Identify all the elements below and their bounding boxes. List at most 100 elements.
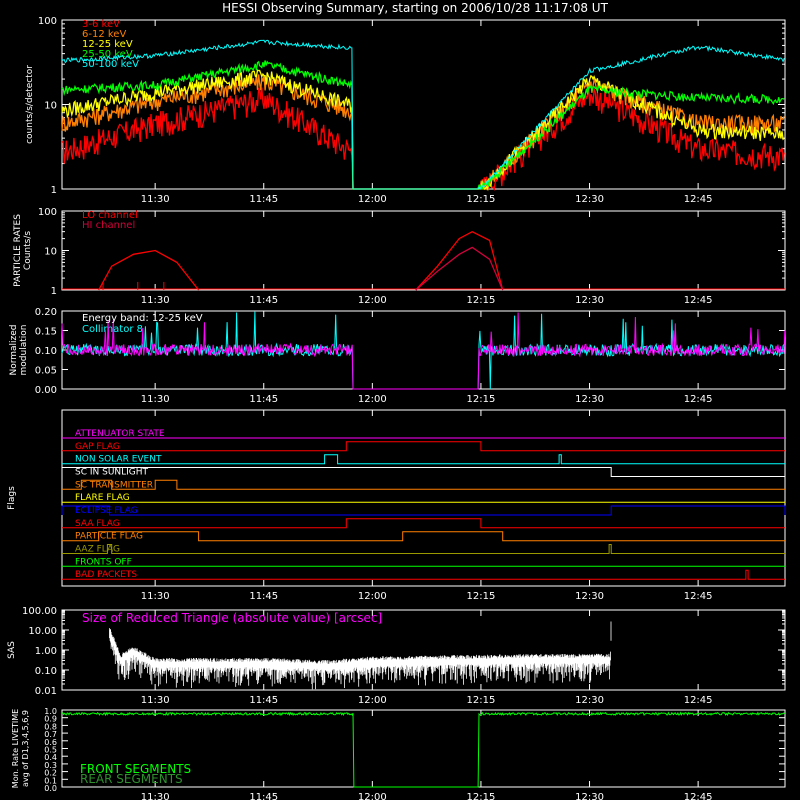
- x-tick-label: 12:30: [575, 591, 604, 602]
- x-tick-label: 12:15: [467, 792, 496, 800]
- x-tick-label: 11:30: [141, 194, 170, 205]
- legend-entry: 12-25 keV: [82, 39, 133, 50]
- chart-title: HESSI Observing Summary, starting on 200…: [222, 1, 608, 15]
- x-tick-label: 11:45: [249, 591, 278, 602]
- series-line-25-50-keV: [61, 60, 785, 190]
- y-tick-label: 0.15: [35, 327, 57, 338]
- x-tick-label: 11:45: [249, 394, 278, 405]
- x-tick-label: 11:30: [141, 591, 170, 602]
- x-tick-label: 12:30: [575, 792, 604, 800]
- x-tick-label: 11:30: [141, 695, 170, 706]
- series-line-front-segments: [61, 711, 786, 788]
- x-tick-label: 12:15: [467, 394, 496, 405]
- y-axis-label: Mon. Rate LIVETIME: [11, 709, 20, 788]
- y-tick-label: 10: [44, 101, 57, 112]
- y-tick-label: 0.10: [35, 346, 57, 357]
- flag-line: [61, 467, 785, 477]
- y-tick-label: 0.6: [44, 738, 57, 747]
- legend-entry: 6-12 keV: [82, 29, 126, 40]
- y-tick-label: 0.01: [35, 686, 57, 697]
- y-tick-label: 100: [38, 16, 57, 27]
- legend-entry: REAR SEGMENTS: [80, 772, 183, 786]
- x-tick-label: 11:30: [141, 295, 170, 306]
- legend-entry: 25-50 keV: [82, 49, 133, 60]
- x-tick-label: 12:30: [575, 695, 604, 706]
- flag-line: [62, 544, 785, 554]
- x-tick-label: 11:30: [141, 792, 170, 800]
- x-tick-label: 12:00: [358, 194, 387, 205]
- x-tick-label: 12:30: [575, 394, 604, 405]
- y-tick-label: 1.0: [44, 707, 57, 716]
- flag-label: ECLIPSE FLAG: [75, 506, 138, 516]
- y-tick-label: 0.20: [35, 307, 57, 318]
- legend-entry: LO channel: [82, 210, 138, 221]
- y-tick-label: 0.9: [44, 715, 57, 724]
- x-tick-label: 12:45: [684, 695, 713, 706]
- x-tick-label: 12:45: [684, 295, 713, 306]
- flag-line: [62, 454, 785, 465]
- series-line-sas: [109, 621, 612, 690]
- x-tick-label: 12:15: [467, 194, 496, 205]
- y-tick-label: 0.7: [44, 730, 57, 739]
- y-axis-label: Counts/s: [23, 231, 33, 270]
- y-tick-label: 0.0: [44, 784, 57, 793]
- y-tick-label: 0.10: [35, 666, 57, 677]
- flag-label: SC TRANSMITTER: [75, 480, 153, 490]
- x-tick-label: 12:00: [358, 695, 387, 706]
- x-tick-label: 12:45: [684, 394, 713, 405]
- flag-label: NON SOLAR EVENT: [75, 455, 162, 465]
- y-tick-label: 10.00: [28, 626, 57, 637]
- x-tick-label: 12:45: [684, 194, 713, 205]
- x-tick-label: 11:45: [249, 295, 278, 306]
- legend-entry: Size of Reduced Triangle (absolute value…: [82, 611, 382, 625]
- x-tick-label: 11:45: [249, 695, 278, 706]
- legend-entry: 3-6 keV: [82, 19, 120, 30]
- y-tick-label: 1.00: [35, 646, 57, 657]
- flag-line: [62, 518, 785, 529]
- flag-label: GAP FLAG: [75, 442, 120, 452]
- flag-label: AAZ FLAG: [75, 545, 120, 555]
- y-tick-label: 100: [38, 207, 57, 218]
- x-tick-label: 12:45: [684, 591, 713, 602]
- flag-label: PARTICLE FLAG: [75, 532, 143, 542]
- x-tick-label: 12:30: [575, 194, 604, 205]
- y-axis-label: counts/s/detector: [25, 65, 35, 144]
- y-tick-label: 0.2: [44, 769, 57, 778]
- y-axis-label: avg of D1,3,4,5,6,9: [21, 710, 30, 787]
- y-tick-label: 1: [51, 185, 57, 196]
- x-tick-label: 12:15: [467, 591, 496, 602]
- series-line-HI-channel: [415, 246, 504, 291]
- y-axis-label: PARTICLE RATES: [13, 214, 23, 287]
- y-tick-label: 10: [44, 247, 57, 258]
- series-line-modulation-2: [61, 312, 786, 390]
- y-tick-label: 0.4: [44, 753, 57, 762]
- y-tick-label: 0.8: [44, 722, 57, 731]
- flag-label: FRONTS OFF: [75, 557, 132, 567]
- flag-line: [61, 505, 786, 516]
- y-tick-label: 100.00: [22, 606, 57, 617]
- legend-entry: FRONT SEGMENTS: [80, 762, 191, 776]
- plot-frame-0: [61, 19, 786, 190]
- plot-frame-3: [61, 409, 786, 587]
- x-tick-label: 12:00: [358, 394, 387, 405]
- flag-line: [62, 479, 785, 490]
- x-tick-label: 12:45: [684, 792, 713, 800]
- x-tick-label: 12:00: [358, 591, 387, 602]
- x-tick-label: 11:45: [249, 194, 278, 205]
- x-tick-label: 11:45: [249, 792, 278, 800]
- flag-label: SC IN SUNLIGHT: [75, 468, 149, 478]
- chart-annotation: Energy band: 12-25 keV: [82, 313, 203, 324]
- y-tick-label: 0.05: [35, 366, 57, 377]
- x-tick-label: 11:30: [141, 394, 170, 405]
- y-tick-label: 0.1: [44, 776, 57, 785]
- x-tick-label: 12:00: [358, 295, 387, 306]
- series-line-50-100-keV: [61, 39, 785, 190]
- flag-line: [62, 441, 785, 452]
- y-axis-label: SAS: [7, 641, 17, 659]
- y-axis-label: Flags: [7, 486, 17, 510]
- series-line-LO-channel: [98, 230, 504, 291]
- plot-frame-1: [61, 210, 786, 291]
- y-tick-label: 1: [51, 286, 57, 297]
- x-tick-label: 12:15: [467, 295, 496, 306]
- flag-line: [62, 531, 785, 542]
